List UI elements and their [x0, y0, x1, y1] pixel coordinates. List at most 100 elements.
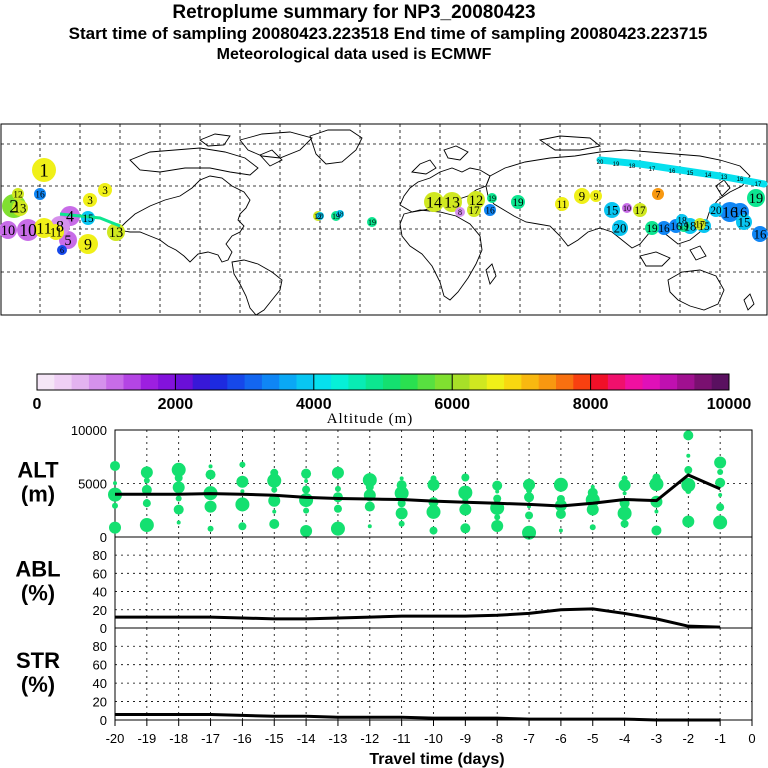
track-day-label: 13	[721, 175, 728, 181]
altitude-point	[589, 524, 596, 531]
y-tick-label: 40	[93, 585, 107, 600]
altitude-point	[617, 506, 632, 521]
plume-cluster	[455, 207, 465, 217]
cluster-day-label: 9	[594, 191, 599, 202]
cluster-day-label: 18	[337, 210, 345, 218]
altitude-point	[399, 476, 404, 481]
plume-cluster	[316, 212, 324, 220]
colorbar-cell	[711, 374, 730, 390]
plume-cluster	[484, 204, 496, 216]
altitude-point	[270, 468, 279, 477]
altitude-point	[109, 521, 121, 534]
altitude-point	[362, 473, 377, 488]
cluster-day-label: 12	[314, 212, 322, 221]
colorbar-cell	[504, 374, 522, 390]
panel-alt: 10000 5000 0 ALT(m)	[17, 423, 753, 545]
altitude-point	[682, 515, 695, 528]
plume-cluster	[34, 188, 46, 200]
altitude-point	[176, 520, 181, 525]
plume-cluster	[652, 188, 664, 200]
altitude-point	[686, 453, 691, 458]
altitude-point	[681, 477, 696, 492]
altitude-point	[717, 468, 724, 475]
chart-title: Retroplume summary for NP3_20080423	[172, 2, 536, 23]
cluster-day-label: 19	[646, 223, 658, 235]
altitude-point	[523, 478, 536, 491]
cluster-day-label: 16	[658, 223, 670, 235]
track-day-label: 15	[687, 171, 694, 177]
y-tick-label: 20	[93, 695, 107, 710]
cluster-day-label: 14	[426, 195, 442, 212]
altitude-point	[144, 499, 149, 504]
altitude-point	[271, 486, 278, 493]
plume-cluster	[424, 192, 444, 212]
y-tick-label: 80	[93, 548, 107, 563]
altitude-point	[267, 473, 282, 488]
altitude-point	[175, 495, 182, 502]
x-tick-label: -16	[233, 731, 252, 746]
x-tick-label: -9	[460, 731, 472, 746]
panel-unit: (m)	[21, 482, 55, 507]
colorbar-cell	[538, 374, 557, 390]
altitude-point	[458, 485, 473, 500]
altitude-point	[683, 430, 694, 441]
met-data-note: Meteorological data used is ECMWF	[216, 46, 492, 63]
plume-cluster	[555, 197, 569, 211]
colorbar-cell	[37, 374, 55, 390]
cluster-day-label: 9	[84, 237, 92, 254]
colorbar-cell	[261, 374, 280, 390]
colorbar-tick-label: 10000	[707, 396, 752, 413]
colorbar-cell	[175, 374, 194, 390]
plume-cluster	[752, 226, 768, 242]
altitude-point	[112, 502, 118, 509]
track-day-label: 17	[649, 167, 656, 173]
plume-cluster	[633, 203, 647, 217]
colorbar-label: Altitude (m)	[327, 411, 414, 427]
plume-cluster	[83, 193, 97, 207]
cluster-day-label: 6	[60, 246, 64, 255]
altitude-point	[651, 525, 662, 536]
x-tick-label: -15	[265, 731, 284, 746]
colorbar-cell	[400, 374, 419, 390]
x-tick-label: -7	[523, 731, 535, 746]
x-tick-label: -8	[491, 731, 503, 746]
plume-cluster	[657, 221, 671, 235]
altitude-point	[237, 497, 248, 508]
altitude-point	[299, 493, 314, 508]
altitude-point	[460, 523, 471, 534]
plume-track-pacific	[59, 212, 121, 228]
altitude-point	[493, 494, 502, 503]
cluster-day-label: 20	[710, 205, 722, 217]
cluster-day-label: 16	[35, 189, 45, 200]
altitude-point	[139, 518, 154, 533]
cluster-day-label: 16	[485, 205, 495, 216]
cluster-day-label: 10	[1, 223, 15, 239]
altitude-point	[427, 478, 440, 491]
colorbar-cell	[227, 374, 246, 390]
altitude-point	[713, 515, 728, 530]
track-day-label: 16	[669, 169, 676, 175]
cluster-day-label: 19	[488, 194, 496, 203]
altitude-point	[397, 499, 406, 508]
altitude-point	[494, 514, 501, 521]
x-tick-label: -11	[393, 731, 411, 746]
track-day-label: 20	[597, 160, 604, 166]
altitude-point	[429, 526, 438, 535]
cluster-day-label: 11	[36, 221, 51, 238]
x-tick-label: -10	[424, 731, 443, 746]
x-tick-label: -20	[106, 731, 125, 746]
altitude-point	[302, 485, 311, 494]
altitude-point	[654, 509, 659, 514]
cluster-day-label: 10	[623, 204, 631, 213]
colorbar-cell	[158, 374, 176, 390]
series-line-abl	[115, 607, 721, 629]
panel-label: STR	[16, 648, 60, 673]
panel-str: 80 60 40 20 0 STR(%)	[16, 627, 753, 728]
panel-label: ABL	[15, 557, 60, 582]
altitude-point	[649, 477, 664, 492]
plume-cluster	[442, 192, 462, 212]
plume-cluster	[736, 214, 752, 230]
panel-unit: (%)	[21, 672, 55, 697]
x-tick-label: -17	[201, 731, 220, 746]
